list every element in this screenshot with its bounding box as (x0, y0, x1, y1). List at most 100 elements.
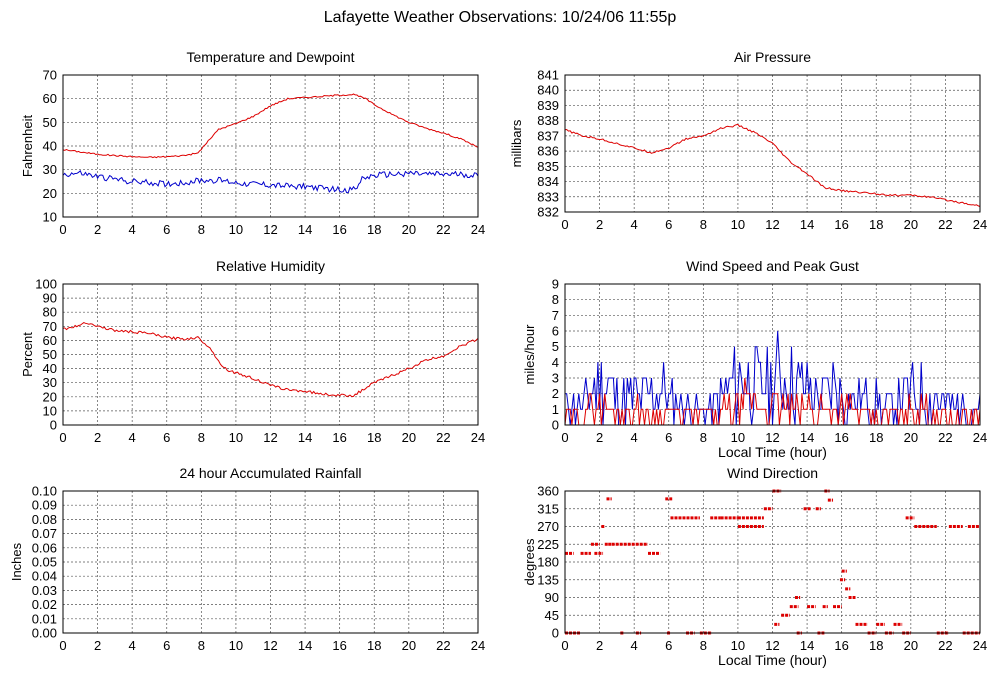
y-tick-label: 0.00 (32, 626, 57, 641)
y-tick-label: 1 (552, 402, 559, 417)
y-tick-label: 5 (552, 339, 559, 354)
x-tick-label: 16 (834, 638, 848, 653)
x-tick-label: 4 (129, 222, 136, 237)
x-tick-label: 2 (94, 222, 101, 237)
x-tick-label: 6 (665, 430, 672, 445)
x-tick-label: 10 (731, 430, 745, 445)
x-tick-label: 4 (631, 217, 638, 232)
y-tick-label: 225 (537, 537, 559, 552)
y-tick-label: 835 (537, 159, 559, 174)
x-tick-label: 10 (229, 638, 243, 653)
y-tick-label: 70 (43, 68, 57, 83)
y-tick-label: 838 (537, 113, 559, 128)
x-tick-label: 16 (332, 430, 346, 445)
y-tick-label: 45 (545, 608, 559, 623)
x-tick-label: 16 (332, 638, 346, 653)
y-tick-label: 20 (43, 186, 57, 201)
x-tick-label: 8 (700, 430, 707, 445)
x-tick-label: 20 (904, 430, 918, 445)
wind-series-1 (564, 377, 981, 426)
x-tick-label: 0 (59, 430, 66, 445)
x-tick-label: 0 (59, 222, 66, 237)
x-tick-label: 18 (367, 222, 381, 237)
x-tick-label: 0 (561, 638, 568, 653)
x-tick-label: 18 (869, 430, 883, 445)
x-tick-label: 12 (263, 638, 277, 653)
x-tick-label: 10 (229, 430, 243, 445)
chart-title: Wind Direction (727, 465, 818, 481)
y-tick-label: 50 (43, 347, 57, 362)
y-tick-label: 840 (537, 83, 559, 98)
x-axis-label: Local Time (hour) (718, 444, 827, 460)
y-tick-label: 100 (35, 277, 57, 292)
x-tick-label: 6 (665, 217, 672, 232)
y-tick-label: 40 (43, 139, 57, 154)
x-tick-label: 24 (471, 638, 485, 653)
x-tick-label: 0 (561, 430, 568, 445)
y-tick-label: 3 (552, 371, 559, 386)
y-tick-label: 30 (43, 162, 57, 177)
y-tick-label: 90 (545, 590, 559, 605)
plot-frame (564, 490, 981, 634)
x-tick-label: 8 (700, 217, 707, 232)
y-tick-label: 0.03 (32, 583, 57, 598)
y-tick-label: 833 (537, 189, 559, 204)
plot-frame (62, 74, 479, 218)
y-tick-label: 0.02 (32, 597, 57, 612)
x-tick-label: 10 (731, 638, 745, 653)
x-tick-label: 8 (198, 222, 205, 237)
x-tick-label: 6 (163, 222, 170, 237)
x-tick-label: 14 (298, 638, 312, 653)
x-tick-label: 16 (332, 222, 346, 237)
x-tick-label: 14 (800, 430, 814, 445)
x-tick-label: 22 (938, 217, 952, 232)
page-title: Lafayette Weather Observations: 10/24/06… (323, 9, 677, 26)
y-tick-label: 836 (537, 144, 559, 159)
x-tick-label: 2 (94, 430, 101, 445)
chart-title: 24 hour Accumulated Rainfall (179, 465, 361, 481)
x-tick-label: 12 (765, 217, 779, 232)
y-tick-label: 40 (43, 361, 57, 376)
y-tick-label: 8 (552, 292, 559, 307)
y-tick-label: 837 (537, 128, 559, 143)
x-tick-label: 8 (700, 638, 707, 653)
y-tick-label: 360 (537, 484, 559, 499)
x-tick-label: 18 (869, 217, 883, 232)
y-tick-label: 0.04 (32, 569, 57, 584)
x-tick-label: 16 (834, 217, 848, 232)
x-tick-label: 14 (298, 430, 312, 445)
y-tick-label: 0.08 (32, 512, 57, 527)
y-tick-label: 270 (537, 519, 559, 534)
plot-frame (62, 283, 479, 426)
x-tick-label: 2 (596, 638, 603, 653)
chart-title: Air Pressure (734, 49, 811, 65)
x-tick-label: 20 (402, 222, 416, 237)
x-tick-label: 4 (631, 430, 638, 445)
x-tick-label: 16 (834, 430, 848, 445)
y-tick-label: 6 (552, 324, 559, 339)
y-tick-label: 60 (43, 333, 57, 348)
y-axis-label: millibars (509, 119, 524, 167)
x-tick-label: 22 (436, 222, 450, 237)
y-tick-label: 9 (552, 277, 559, 292)
x-tick-label: 6 (665, 638, 672, 653)
y-tick-label: 0 (50, 418, 57, 433)
y-axis-label: Inches (9, 542, 24, 581)
series-line-0 (564, 123, 981, 207)
y-axis-label: miles/hour (522, 324, 537, 385)
series-line-1 (62, 169, 479, 194)
x-tick-label: 8 (198, 430, 205, 445)
plot-frame (564, 283, 981, 426)
chart-title: Temperature and Dewpoint (186, 49, 354, 65)
y-tick-label: 70 (43, 319, 57, 334)
x-tick-label: 12 (765, 638, 779, 653)
x-tick-label: 12 (263, 430, 277, 445)
x-tick-label: 22 (436, 638, 450, 653)
x-tick-label: 24 (973, 638, 987, 653)
y-tick-label: 10 (43, 403, 57, 418)
x-tick-label: 2 (596, 217, 603, 232)
